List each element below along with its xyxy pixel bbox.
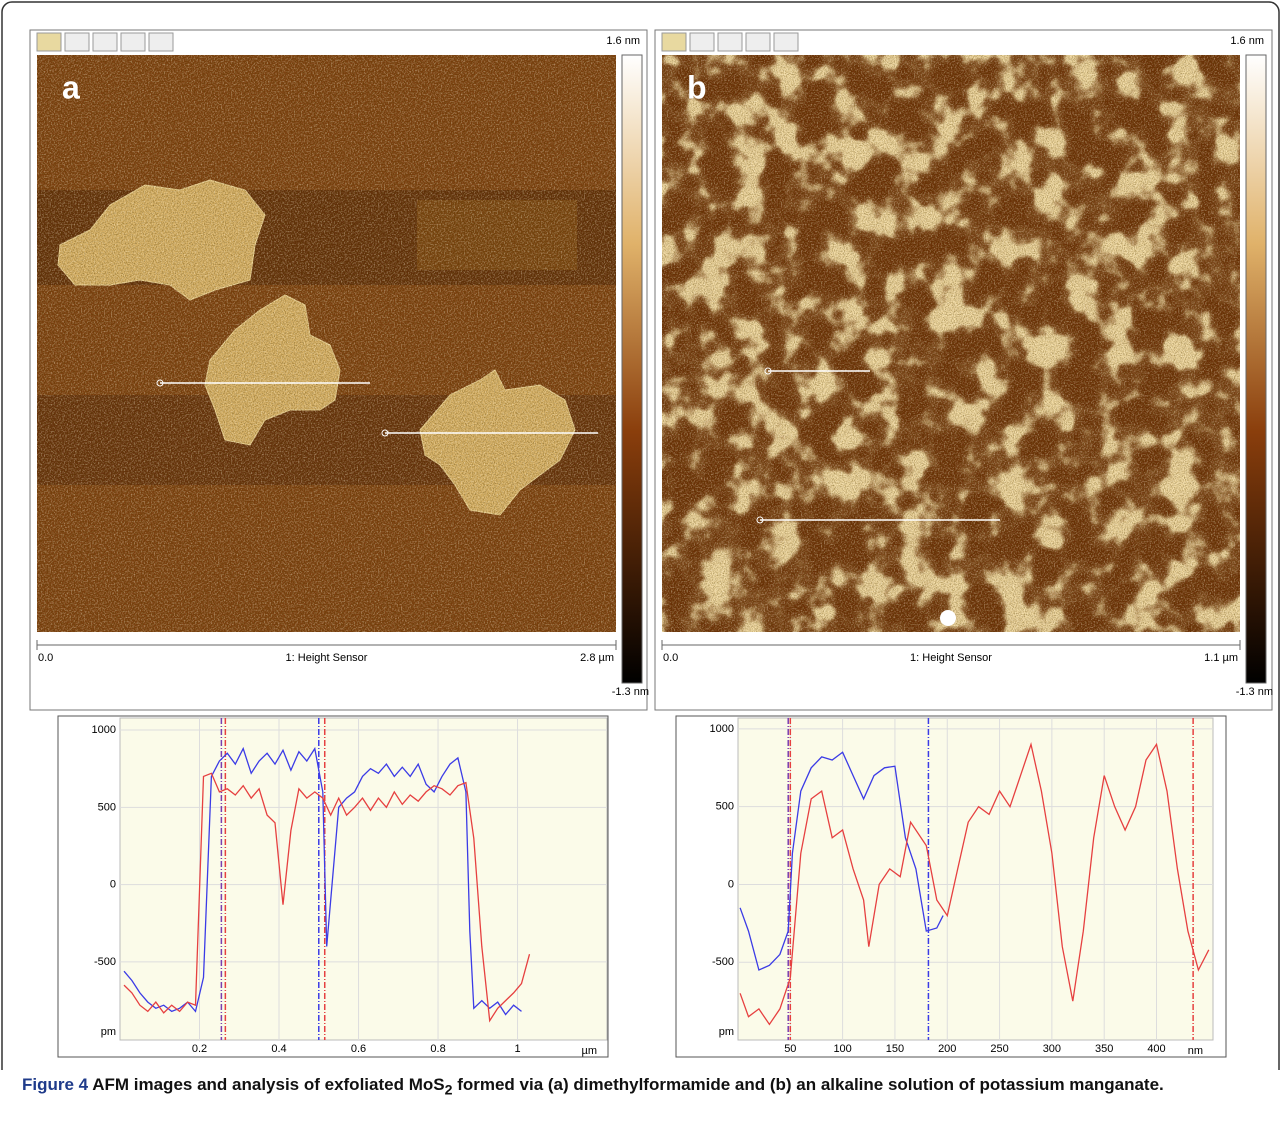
scan-axis-end: 1.1 µm <box>1204 652 1238 664</box>
color-bar <box>622 55 642 683</box>
caption: Figure 4 AFM images and analysis of exfo… <box>22 1073 1252 1102</box>
x-tick-label: 300 <box>1043 1043 1061 1055</box>
x-tick-label: 350 <box>1095 1043 1113 1055</box>
toolbar-button <box>93 33 117 51</box>
caption-text: formed via (a) dimethylformamide and (b)… <box>452 1075 1163 1094</box>
y-tick-label: 0 <box>110 879 116 891</box>
y-tick-label: -500 <box>94 956 116 968</box>
panel-label: b <box>687 69 707 105</box>
toolbar-button <box>718 33 742 51</box>
y-tick-label: 0 <box>728 878 734 890</box>
x-tick-label: 0.8 <box>430 1043 445 1055</box>
x-tick-label: 250 <box>990 1043 1008 1055</box>
toolbar-button <box>774 33 798 51</box>
caption-text: AFM images and analysis of exfoliated Mo… <box>92 1075 444 1094</box>
noise <box>37 55 616 632</box>
figure: a 1.6 nm -1.3 nm 0.0 1: Height Sensor 2.8 µm b… <box>0 0 1282 1070</box>
x-tick-label: 0.6 <box>351 1043 366 1055</box>
x-tick-label: 50 <box>784 1043 796 1055</box>
y-tick-label: 1000 <box>92 724 116 736</box>
toolbar-button <box>149 33 173 51</box>
particle <box>940 610 956 626</box>
y-tick-label: 1000 <box>710 723 734 735</box>
color-scale-max: 1.6 nm <box>606 35 640 47</box>
page: a 1.6 nm -1.3 nm 0.0 1: Height Sensor 2.8 µm b… <box>0 0 1282 1125</box>
x-tick-label: 400 <box>1147 1043 1165 1055</box>
x-axis-label: µm <box>581 1045 597 1057</box>
plot-area <box>738 718 1213 1040</box>
noise <box>662 55 1240 632</box>
scan-axis-title: 1: Height Sensor <box>910 652 992 664</box>
toolbar-button <box>65 33 89 51</box>
plot-area <box>120 718 607 1040</box>
toolbar-button <box>690 33 714 51</box>
toolbar-button <box>37 33 61 51</box>
color-scale-max: 1.6 nm <box>1230 35 1264 47</box>
toolbar-button <box>662 33 686 51</box>
x-axis-label: nm <box>1188 1045 1203 1057</box>
toolbar-button <box>746 33 770 51</box>
scan-axis-end: 2.8 µm <box>580 652 614 664</box>
x-tick-label: 100 <box>833 1043 851 1055</box>
color-bar <box>1246 55 1266 683</box>
caption-label: Figure 4 <box>22 1075 88 1094</box>
x-tick-label: 150 <box>886 1043 904 1055</box>
y-axis-label: pm <box>719 1026 734 1038</box>
y-tick-label: 500 <box>98 801 116 813</box>
y-tick-label: 500 <box>716 801 734 813</box>
scan-axis-title: 1: Height Sensor <box>286 652 368 664</box>
x-tick-label: 0.4 <box>271 1043 286 1055</box>
panel-label: a <box>62 69 80 105</box>
y-tick-label: -500 <box>712 956 734 968</box>
y-axis-label: pm <box>101 1026 116 1038</box>
toolbar-button <box>121 33 145 51</box>
x-tick-label: 1 <box>514 1043 520 1055</box>
x-tick-label: 200 <box>938 1043 956 1055</box>
scan-axis-start: 0.0 <box>38 652 53 664</box>
x-tick-label: 0.2 <box>192 1043 207 1055</box>
color-scale-min: -1.3 nm <box>612 686 649 698</box>
scan-axis-start: 0.0 <box>663 652 678 664</box>
color-scale-min: -1.3 nm <box>1236 686 1273 698</box>
